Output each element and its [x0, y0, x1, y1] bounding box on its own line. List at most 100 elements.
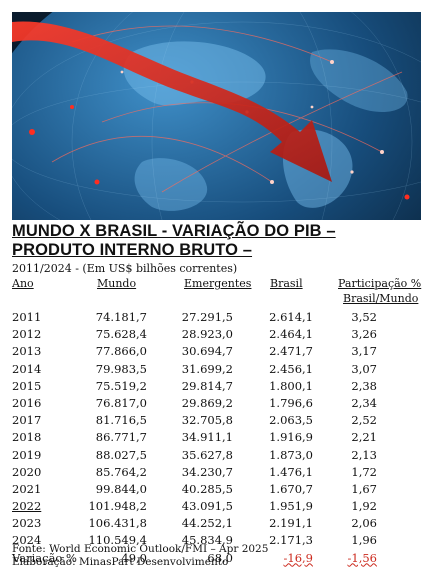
title-line-2: PRODUTO INTERNO BRUTO –	[12, 241, 253, 259]
cell-ano: 2017	[12, 413, 42, 428]
cell-mundo: 81.716,5	[95, 413, 147, 428]
header-participacao: Participação %	[338, 277, 422, 290]
cell-mundo: 99.844,0	[95, 481, 147, 496]
cell-mundo: 79.983,5	[95, 361, 147, 376]
data-table: 2011 74.181,7 27.291,5 2.614,1 3,52 2012 75.62…	[0, 309, 439, 567]
cell-emergentes: 45.834,9	[181, 533, 233, 548]
cell-ano: 2016	[12, 395, 42, 410]
cell-brasil: 2.191,1	[269, 516, 313, 531]
cell-emergentes: 27.291,5	[181, 310, 233, 324]
cell-brasil: 2.063,5	[269, 413, 313, 428]
variation-emergentes: 68,0	[207, 550, 233, 565]
page-title: MUNDO X BRASIL - VARIAÇÃO DO PIB – PRODU…	[12, 222, 432, 260]
table-row: 2013 77.866,0 30.694,7 2.471,7 3,17	[0, 343, 439, 360]
cell-brasil: 1.873,0	[269, 447, 313, 462]
cell-participacao: 3,26	[351, 327, 377, 342]
cell-brasil: 2.614,1	[269, 310, 313, 324]
table-row: 2023 106.431,8 44.252,1 2.191,1 2,06	[0, 515, 439, 532]
cell-brasil: 1.670,7	[269, 481, 313, 496]
cell-ano: 2014	[12, 361, 42, 376]
cell-emergentes: 34.230,7	[181, 464, 233, 479]
cell-brasil: 1.916,9	[269, 430, 313, 445]
table-row: 2016 76.817,0 29.869,2 1.796,6 2,34	[0, 395, 439, 412]
cell-participacao: 1,92	[351, 499, 377, 514]
cell-ano: 2024	[12, 533, 42, 548]
table-row: 2022 101.948,2 43.091,5 1.951,9 1,92	[0, 498, 439, 515]
cell-emergentes: 28.923,0	[181, 327, 233, 342]
table-row: 2024 110.549,4 45.834,9 2.171,3 1,96	[0, 532, 439, 549]
credits-text: Elaboração: MinasPart Desenvolvimento	[12, 556, 229, 568]
variation-mundo: 49,0	[121, 550, 147, 565]
cell-emergentes: 30.694,7	[181, 344, 233, 359]
globe-arrow-illustration	[12, 12, 421, 220]
header-ano: Ano	[12, 277, 34, 290]
cell-mundo: 77.866,0	[95, 344, 147, 359]
cell-ano: 2011	[12, 310, 42, 324]
cell-ano: 2013	[12, 344, 42, 359]
cell-brasil: 2.471,7	[269, 344, 313, 359]
subtitle: 2011/2024 - (Em US$ bilhões correntes)	[12, 262, 238, 275]
cell-ano: 2015	[12, 378, 42, 393]
header-emergentes: Emergentes	[184, 277, 252, 290]
cell-ano: 2020	[12, 464, 42, 479]
cell-ano: 2023	[12, 516, 42, 531]
table-row: 2011 74.181,7 27.291,5 2.614,1 3,52	[0, 309, 439, 326]
cell-emergentes: 29.869,2	[181, 395, 233, 410]
cell-participacao: 1,72	[351, 464, 377, 479]
cell-mundo: 110.549,4	[88, 533, 147, 548]
hero-image	[12, 12, 421, 220]
cell-mundo: 75.628,4	[95, 327, 147, 342]
header-mundo: Mundo	[97, 277, 137, 290]
cell-emergentes: 35.627,8	[181, 447, 233, 462]
table-row: 2018 86.771,7 34.911,1 1.916,9 2,21	[0, 429, 439, 446]
cell-participacao: 2,52	[351, 413, 377, 428]
cell-participacao: 2,38	[351, 378, 377, 393]
cell-mundo: 75.519,2	[95, 378, 147, 393]
cell-participacao: 3,07	[351, 361, 377, 376]
title-line-1: MUNDO X BRASIL - VARIAÇÃO DO PIB –	[12, 222, 336, 240]
table-row: 2019 88.027,5 35.627,8 1.873,0 2,13	[0, 447, 439, 464]
cell-emergentes: 31.699,2	[181, 361, 233, 376]
table-row: 2014 79.983,5 31.699,2 2.456,1 3,07	[0, 361, 439, 378]
cell-mundo: 106.431,8	[88, 516, 147, 531]
cell-participacao: 1,96	[351, 533, 377, 548]
variation-brasil: -16,9	[283, 550, 314, 565]
header-participacao-sub: Brasil/Mundo	[343, 292, 419, 305]
header-brasil: Brasil	[270, 277, 303, 290]
cell-mundo: 76.817,0	[95, 395, 147, 410]
cell-participacao: 2,06	[351, 516, 377, 531]
credits-note: Elaboração: MinasPart Desenvolvimento	[12, 556, 228, 569]
cell-ano: 2022	[12, 499, 42, 514]
cell-mundo: 101.948,2	[88, 499, 147, 514]
cell-participacao: 3,52	[351, 310, 377, 324]
cell-brasil: 2.464,1	[269, 327, 313, 342]
variation-participacao: -1,56	[347, 550, 378, 565]
cell-brasil: 1.951,9	[269, 499, 313, 514]
cell-mundo: 86.771,7	[95, 430, 147, 445]
cell-brasil: 1.796,6	[269, 395, 313, 410]
cell-ano: 2012	[12, 327, 42, 342]
variation-row: Variação % 49,0 68,0 -16,9 -1,56	[0, 550, 439, 567]
table-row: 2021 99.844,0 40.285,5 1.670,7 1,67	[0, 481, 439, 498]
cell-ano: 2021	[12, 481, 42, 496]
cell-ano: 2018	[12, 430, 42, 445]
source-note: Fonte: World Economic Outlook/FMI – Apr …	[12, 543, 268, 556]
cell-ano: 2019	[12, 447, 42, 462]
cell-emergentes: 43.091,5	[181, 499, 233, 514]
cell-participacao: 2,13	[351, 447, 377, 462]
cell-emergentes: 40.285,5	[181, 481, 233, 496]
cell-emergentes: 29.814,7	[181, 378, 233, 393]
cell-participacao: 3,17	[351, 344, 377, 359]
cell-participacao: 2,21	[351, 430, 377, 445]
table-row: 2020 85.764,2 34.230,7 1.476,1 1,72	[0, 464, 439, 481]
table-row: 2012 75.628,4 28.923,0 2.464,1 3,26	[0, 326, 439, 343]
variation-label: Variação %	[12, 550, 77, 565]
cell-mundo: 74.181,7	[95, 310, 147, 324]
cell-mundo: 85.764,2	[95, 464, 147, 479]
cell-participacao: 1,67	[351, 481, 377, 496]
cell-mundo: 88.027,5	[95, 447, 147, 462]
table-row: 2015 75.519,2 29.814,7 1.800,1 2,38	[0, 378, 439, 395]
cell-emergentes: 44.252,1	[181, 516, 233, 531]
cell-emergentes: 34.911,1	[181, 430, 233, 445]
table-row: 2017 81.716,5 32.705,8 2.063,5 2,52	[0, 412, 439, 429]
